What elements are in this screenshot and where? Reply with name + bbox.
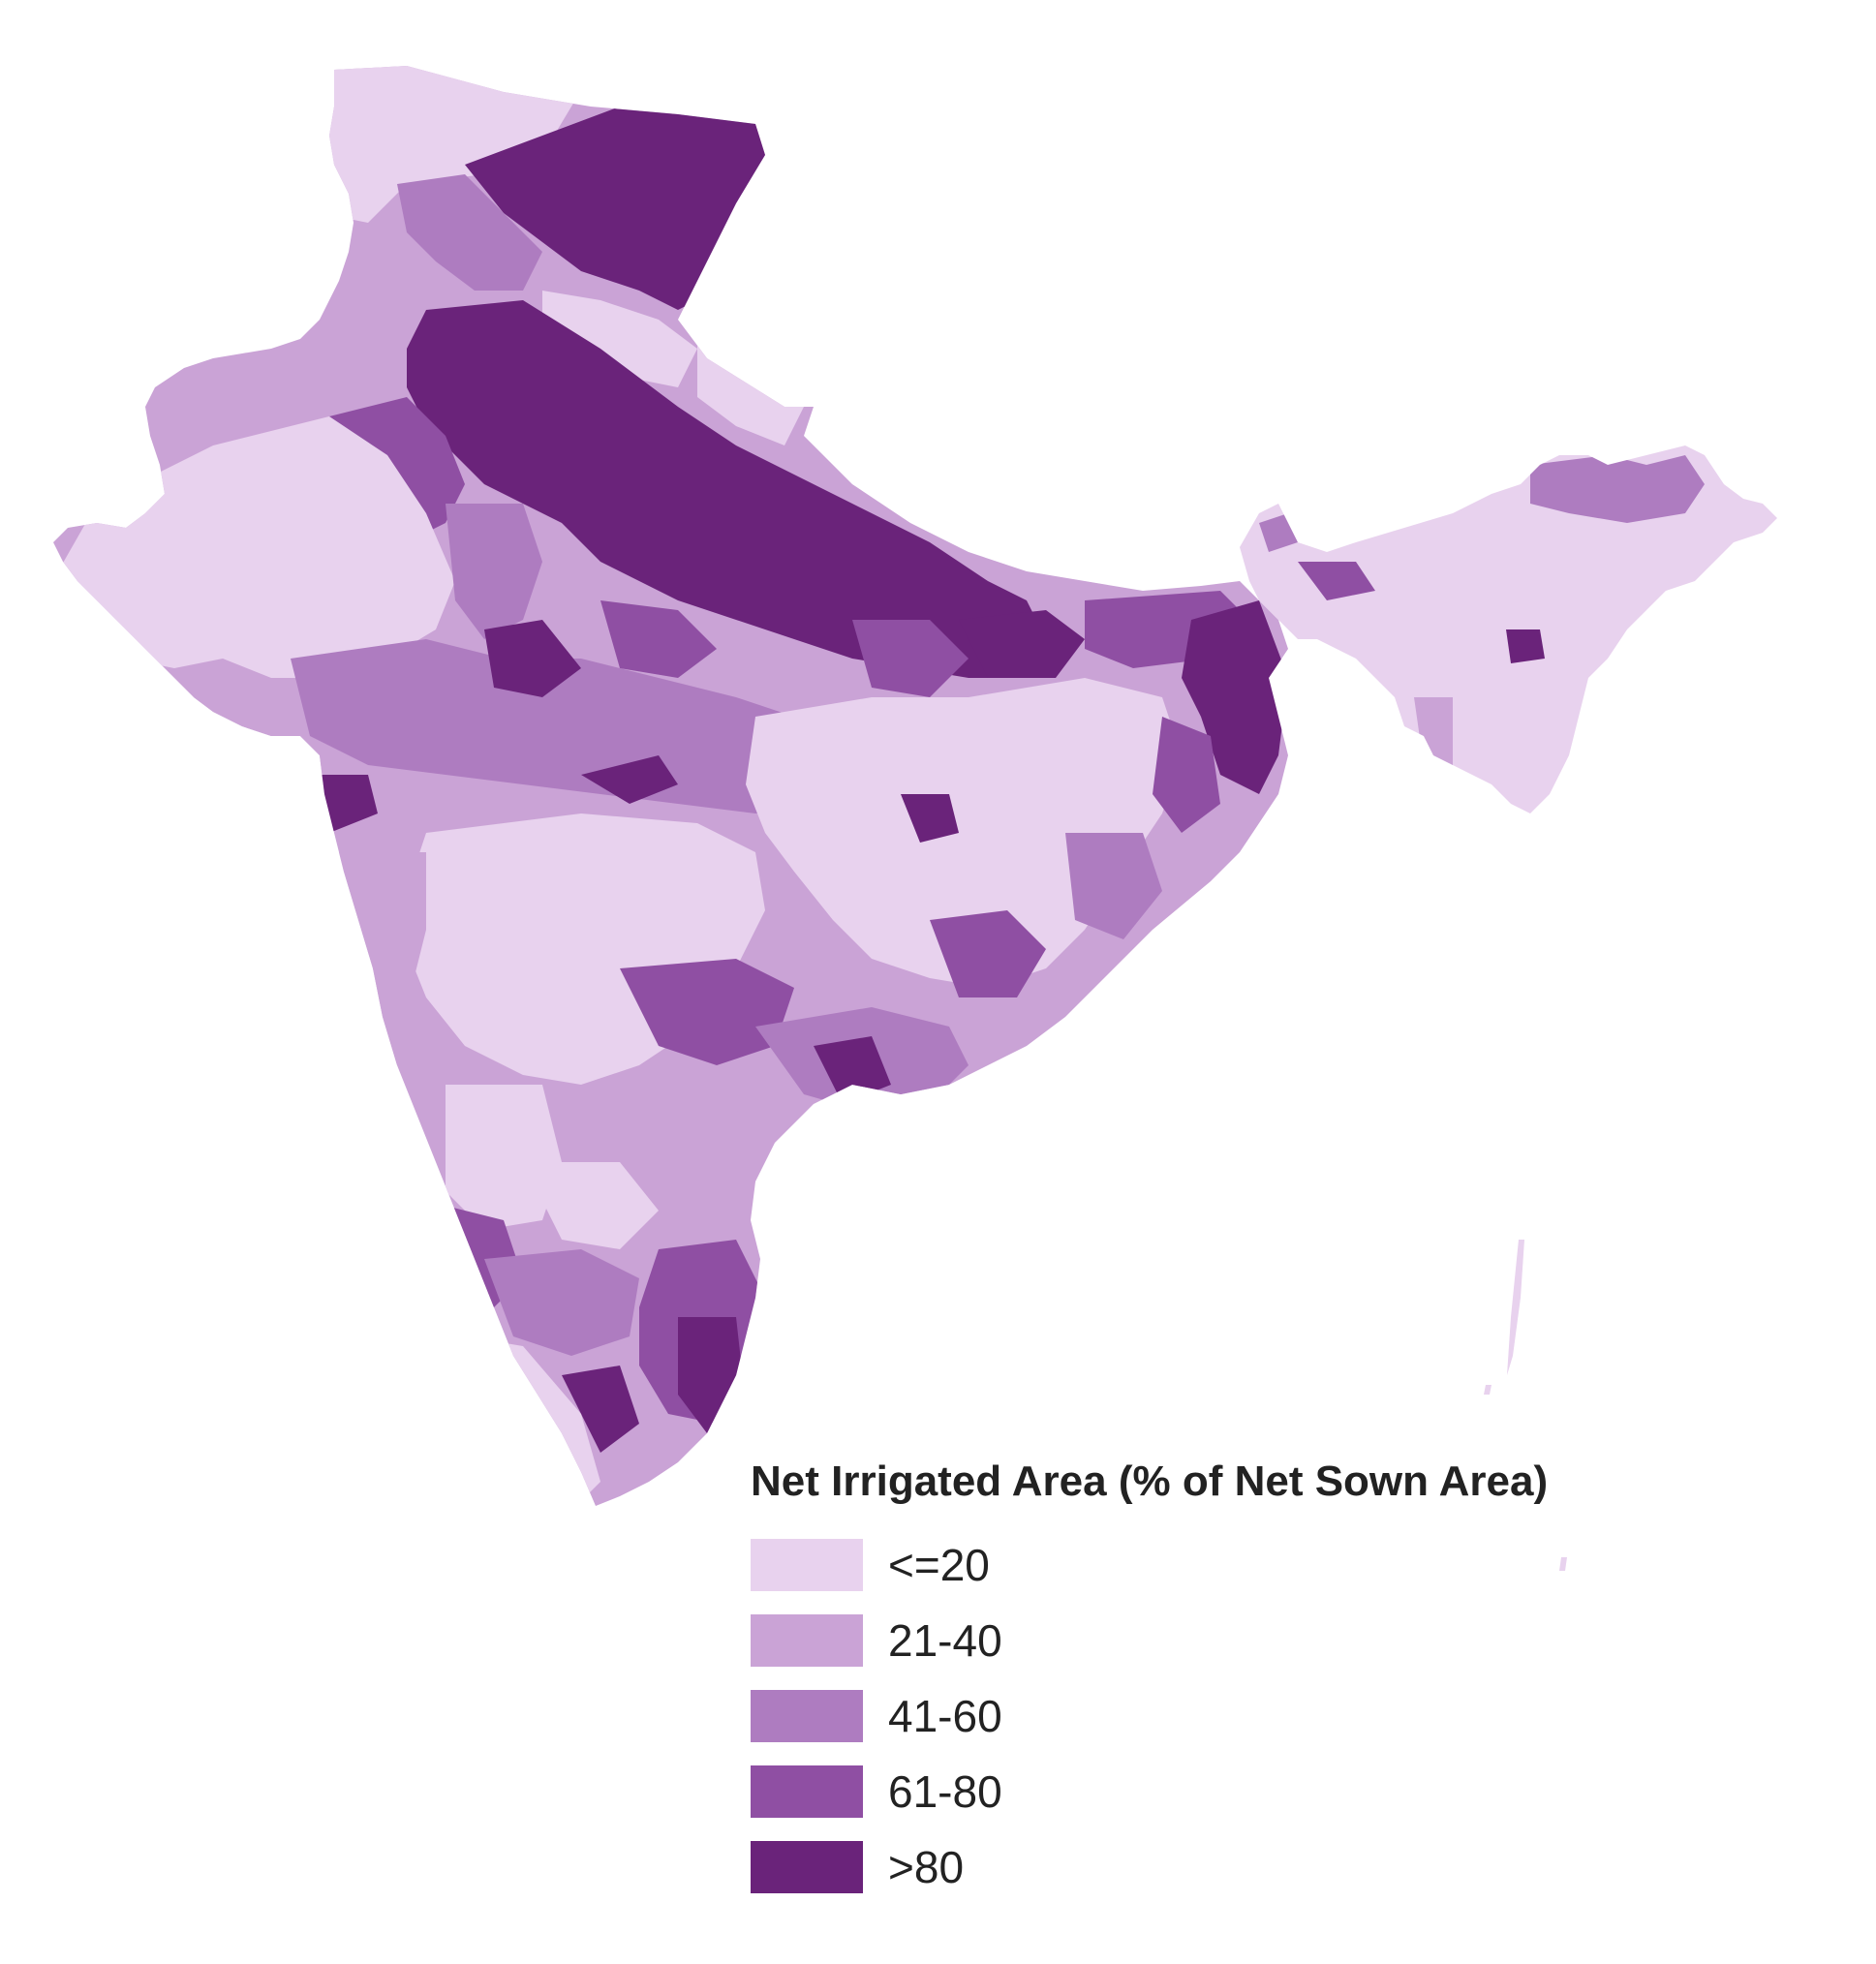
legend-swatch	[751, 1690, 863, 1742]
north-east-regions	[1240, 445, 1777, 813]
legend-swatch	[751, 1614, 863, 1667]
legend-label: >80	[888, 1842, 965, 1892]
legend-swatch	[751, 1841, 863, 1893]
map-legend: Net Irrigated Area (% of Net Sown Area) …	[751, 1458, 1864, 1915]
legend-swatch	[751, 1539, 863, 1591]
legend-item: 21-40	[751, 1612, 1864, 1669]
legend-label: <=20	[888, 1540, 990, 1590]
legend-label: 61-80	[888, 1766, 1002, 1817]
legend-item: <=20	[751, 1537, 1864, 1593]
legend-item: 61-80	[751, 1764, 1864, 1820]
legend-item: 41-60	[751, 1688, 1864, 1744]
andaman-islands	[1507, 1240, 1524, 1375]
legend-label: 21-40	[888, 1615, 1002, 1666]
legend-item: >80	[751, 1839, 1864, 1895]
legend-title: Net Irrigated Area (% of Net Sown Area)	[751, 1458, 1549, 1505]
legend-swatch	[751, 1765, 863, 1818]
legend-label: 41-60	[888, 1691, 1002, 1741]
